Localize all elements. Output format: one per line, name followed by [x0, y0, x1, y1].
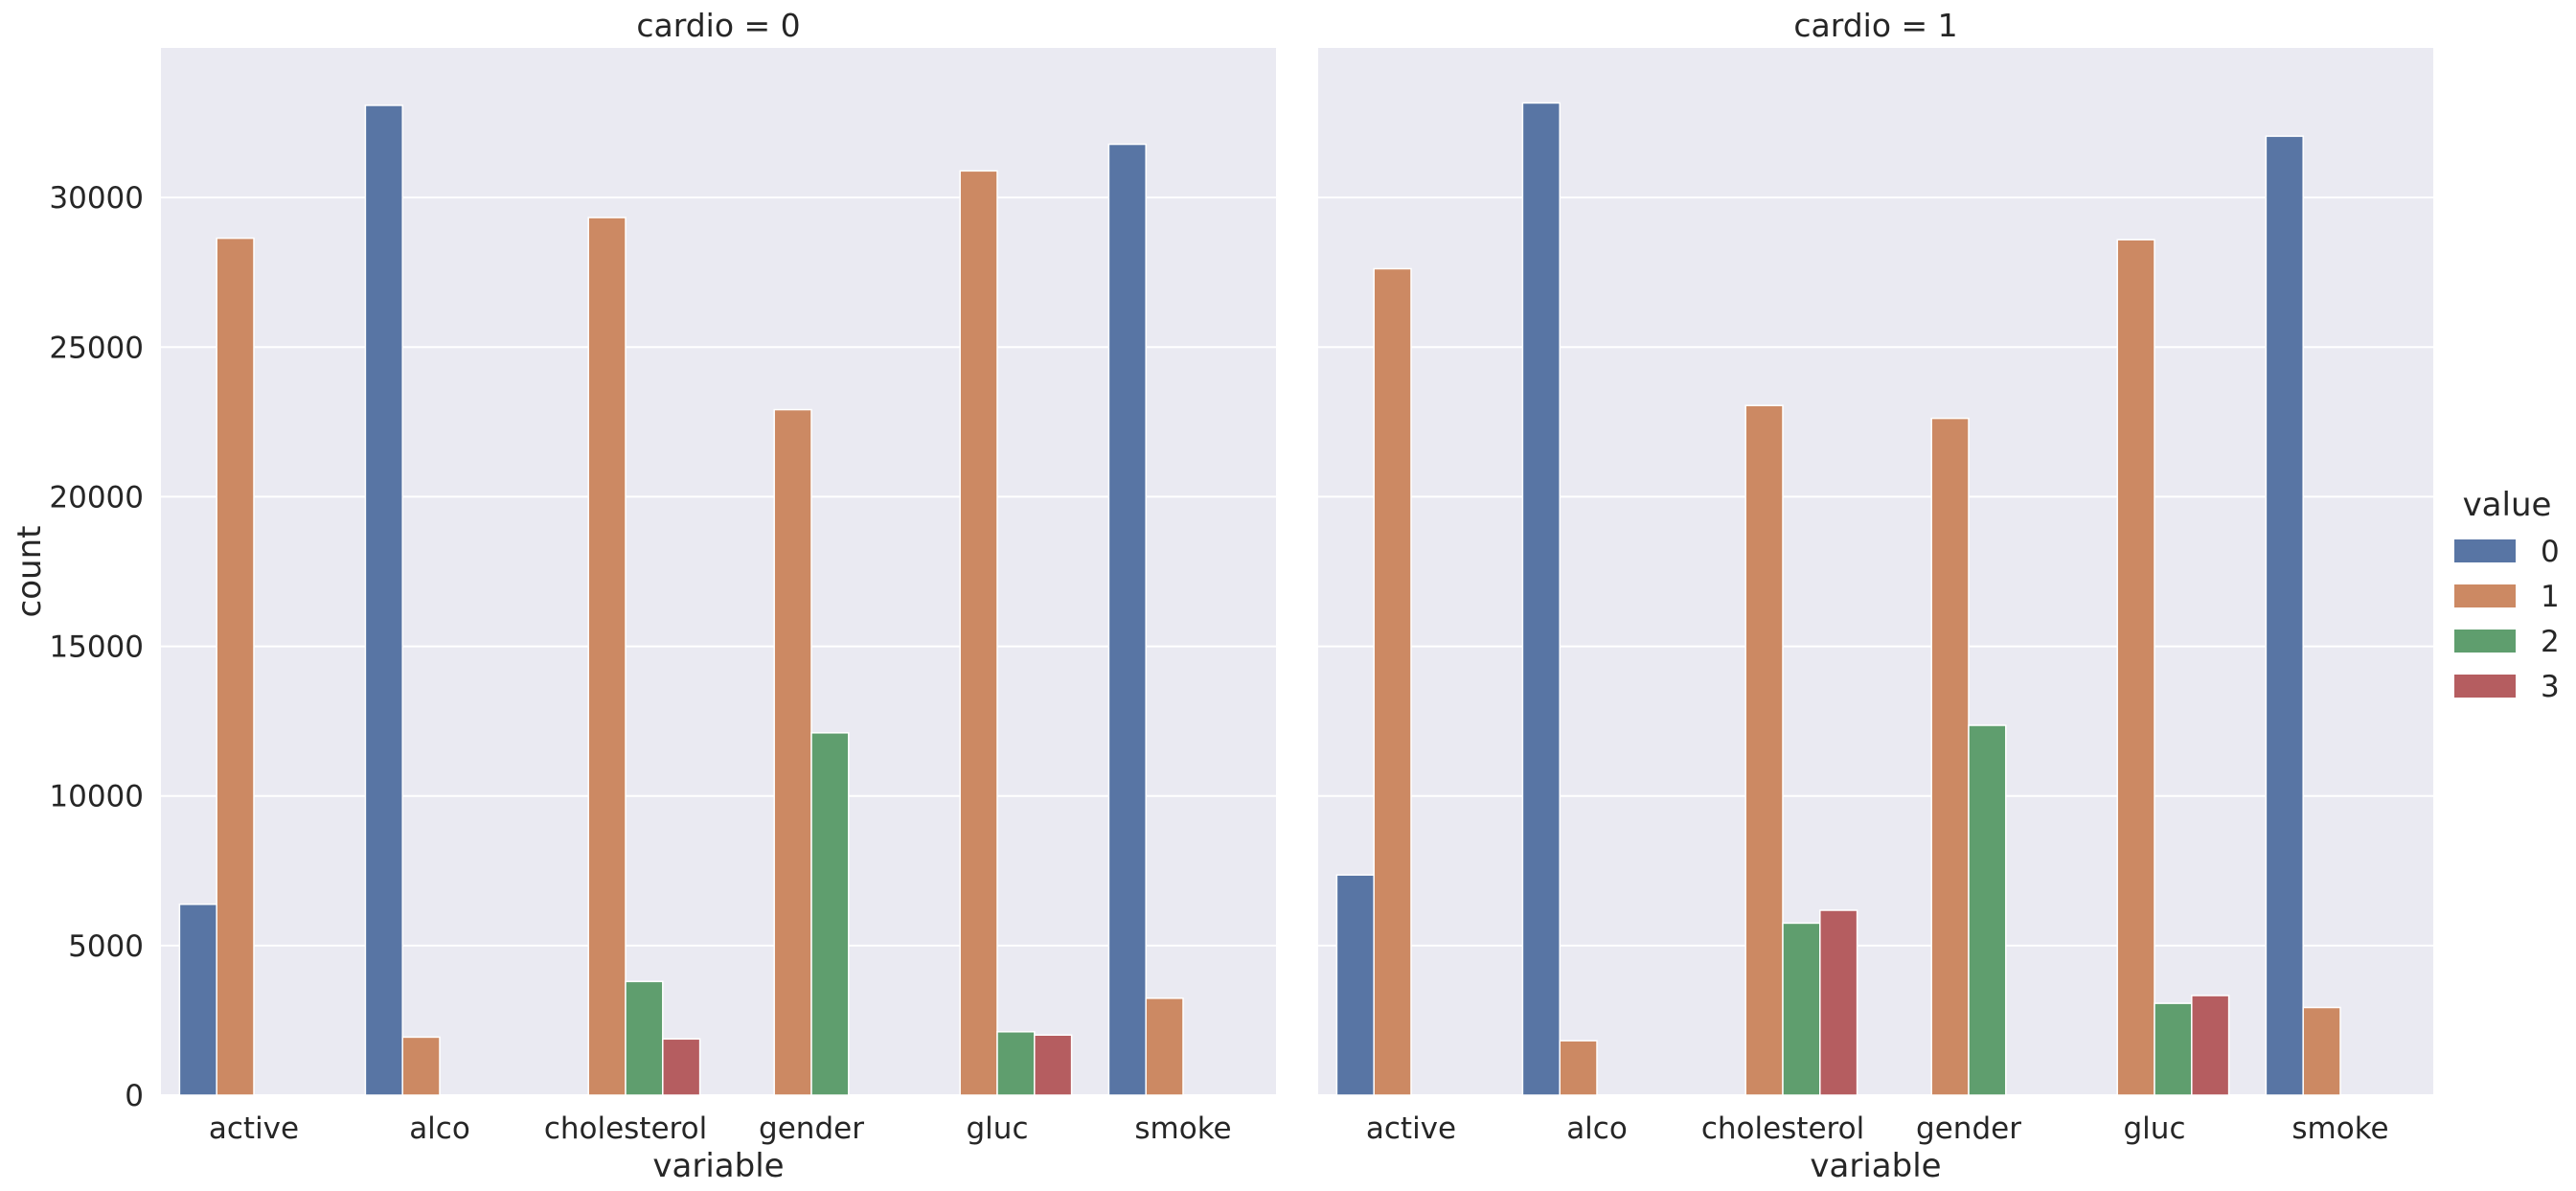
- x-tick-label: cholesterol: [544, 1111, 707, 1146]
- bar-gluc-value-3: [2191, 995, 2230, 1096]
- y-tick-label: 25000: [49, 331, 144, 365]
- legend-title: value: [2463, 486, 2552, 524]
- legend-label-2: 2: [2541, 625, 2560, 659]
- bar-smoke-value-1: [2302, 1006, 2341, 1096]
- x-axis-label: variable: [652, 1147, 784, 1185]
- x-axis-label: variable: [1810, 1147, 1941, 1185]
- x-tick-label: smoke: [1134, 1111, 1231, 1146]
- x-tick-label: alco: [409, 1111, 470, 1146]
- panel-title: cardio = 0: [636, 7, 800, 44]
- y-tick-label: 20000: [49, 480, 144, 515]
- legend-label-1: 1: [2541, 580, 2560, 614]
- x-tick-label: cholesterol: [1701, 1111, 1864, 1146]
- bar-active-value-0: [1335, 874, 1375, 1096]
- y-axis-label: count: [11, 526, 49, 618]
- bar-alco-value-0: [1521, 102, 1561, 1096]
- legend-swatch-0: [2454, 539, 2516, 562]
- bar-gluc-value-1: [2116, 239, 2155, 1096]
- bar-gluc-value-1: [959, 170, 998, 1096]
- bar-cholesterol-value-3: [662, 1038, 701, 1096]
- bar-gender-value-2: [1968, 724, 2007, 1096]
- bar-gluc-value-2: [996, 1031, 1036, 1096]
- panel-1-plot-area: [1318, 48, 2433, 1095]
- bar-active-value-0: [178, 904, 217, 1096]
- panel-title: cardio = 1: [1793, 7, 1957, 44]
- bar-gender-value-1: [1930, 417, 1970, 1096]
- bar-gluc-value-3: [1034, 1034, 1073, 1096]
- x-tick-label: alco: [1566, 1111, 1628, 1146]
- legend-swatch-3: [2454, 675, 2516, 698]
- x-tick-label: active: [1366, 1111, 1456, 1146]
- y-tick-label: 15000: [49, 630, 144, 665]
- x-tick-label: gender: [1916, 1111, 2021, 1146]
- bar-smoke-value-0: [1107, 143, 1147, 1096]
- bar-alco-value-1: [401, 1036, 441, 1096]
- y-tick-label: 30000: [49, 181, 144, 216]
- bar-cholesterol-value-2: [1782, 922, 1821, 1096]
- bar-gender-value-2: [810, 732, 850, 1096]
- x-tick-label: gluc: [2124, 1111, 2186, 1146]
- bar-cholesterol-value-2: [625, 980, 664, 1096]
- bar-alco-value-1: [1559, 1040, 1598, 1096]
- bar-cholesterol-value-3: [1819, 909, 1858, 1096]
- bar-cholesterol-value-1: [1744, 404, 1784, 1096]
- legend-label-0: 0: [2541, 535, 2560, 569]
- legend-swatch-2: [2454, 630, 2516, 653]
- y-tick-label: 5000: [68, 929, 144, 964]
- bar-gluc-value-2: [2154, 1002, 2193, 1096]
- bar-cholesterol-value-1: [587, 217, 627, 1096]
- legend-swatch-1: [2454, 584, 2516, 607]
- panel-0-plot-area: [161, 48, 1276, 1095]
- bar-smoke-value-1: [1145, 997, 1184, 1096]
- x-tick-label: active: [209, 1111, 299, 1146]
- x-tick-label: gluc: [967, 1111, 1029, 1146]
- y-tick-label: 0: [125, 1079, 144, 1113]
- bar-active-value-1: [216, 237, 255, 1096]
- legend-label-3: 3: [2541, 670, 2560, 704]
- bar-alco-value-0: [364, 104, 403, 1096]
- bar-active-value-1: [1373, 267, 1412, 1096]
- x-tick-label: gender: [759, 1111, 864, 1146]
- y-tick-label: 10000: [49, 780, 144, 814]
- x-tick-label: smoke: [2291, 1111, 2388, 1146]
- bar-gender-value-1: [773, 408, 812, 1096]
- bar-smoke-value-0: [2265, 135, 2304, 1096]
